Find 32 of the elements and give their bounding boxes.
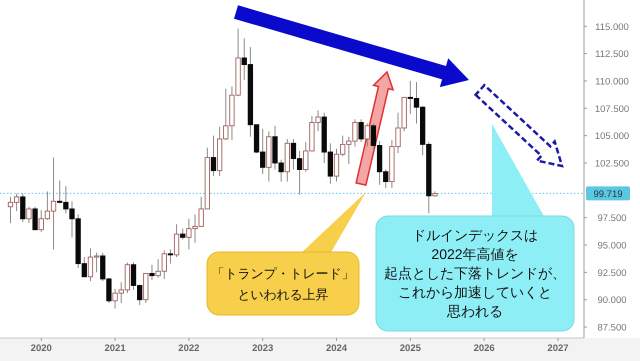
x-tick-label: 2021 — [104, 343, 126, 354]
x-tick-label: 2025 — [400, 343, 422, 354]
annotation: ドルインデックスは2022年高値を起点とした下落トレンドが、これから加速していくと思われる — [383, 226, 567, 321]
candlestick — [174, 224, 180, 258]
x-tick-label: 2027 — [547, 343, 569, 354]
y-tick-label: 112.500 — [595, 49, 629, 60]
y-tick-label: 90.000 — [597, 295, 627, 306]
candlestick — [26, 206, 32, 224]
y-tick-label: 92.500 — [597, 268, 627, 279]
y-tick-label: 105.000 — [594, 131, 630, 142]
y-tick-label: 110.000 — [595, 76, 629, 88]
candlestick — [20, 193, 26, 223]
x-tick-label: 2022 — [178, 343, 200, 354]
x-tick-label: 2024 — [326, 343, 348, 354]
y-tick-label: 115.000 — [595, 22, 629, 33]
y-tick-label: 95.000 — [597, 240, 627, 252]
candlestick — [180, 228, 186, 240]
y-tick-label: 102.500 — [594, 158, 630, 170]
annotation: 「トランプ・トレード」といわれる上昇 — [210, 264, 356, 304]
x-tick-label: 2026 — [474, 343, 495, 354]
candlestick — [32, 206, 38, 230]
ref-line-label: 99.719 — [593, 188, 623, 200]
x-tick-label: 2020 — [30, 343, 52, 354]
y-tick-label: 87.500 — [597, 322, 627, 334]
x-tick-label: 2023 — [252, 343, 274, 354]
y-tick-label: 107.500 — [594, 104, 630, 115]
y-tick-label: 97.500 — [597, 213, 627, 224]
candlestick — [168, 248, 174, 264]
candlestick — [364, 123, 370, 148]
candlestick — [149, 264, 155, 281]
candlestick — [210, 135, 216, 177]
candlestick — [358, 118, 364, 143]
